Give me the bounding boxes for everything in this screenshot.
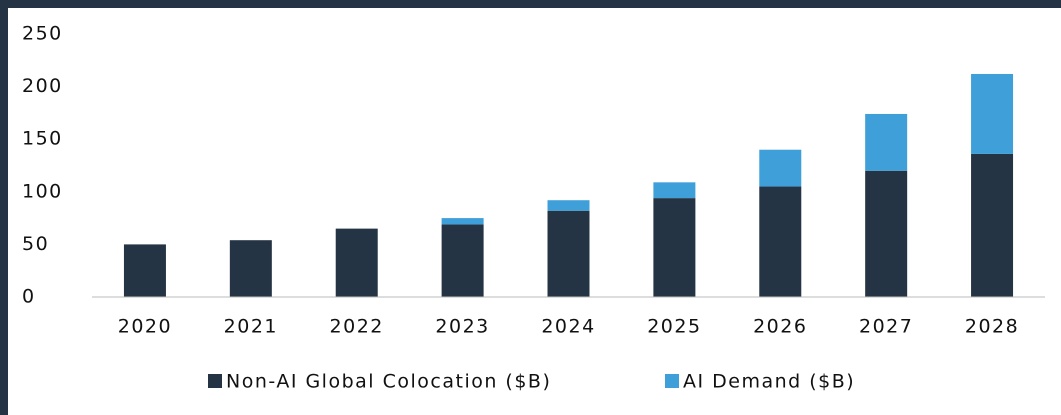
x-tick-label: 2023 [435, 316, 489, 338]
legend-label: AI Demand ($B) [683, 371, 855, 393]
x-tick-label: 2025 [647, 316, 701, 338]
bar-segment [441, 224, 484, 297]
bar-segment [971, 73, 1014, 154]
bar-segment [335, 228, 378, 297]
bar-segment [865, 170, 908, 297]
y-tick-label: 0 [22, 286, 36, 308]
x-tick-label: 2028 [965, 316, 1019, 338]
x-tick-label: 2020 [118, 316, 172, 338]
y-tick-label: 50 [22, 233, 49, 255]
x-tick-label: 2022 [330, 316, 384, 338]
bar-segment [653, 182, 696, 199]
legend-swatch [665, 374, 679, 388]
legend-swatch [208, 374, 222, 388]
bar-segment [653, 198, 696, 297]
bar-segment [441, 218, 484, 225]
legend-label: Non-AI Global Colocation ($B) [226, 371, 551, 393]
y-tick-label: 200 [22, 75, 63, 97]
x-tick-label: 2026 [753, 316, 807, 338]
bar-segment [971, 153, 1014, 297]
bar-segment [759, 186, 802, 297]
bar-segment [123, 244, 166, 297]
bar-segment [547, 200, 590, 211]
bar-segment [229, 240, 272, 297]
x-tick-label: 2027 [859, 316, 913, 338]
y-tick-label: 250 [22, 23, 63, 45]
bar-segment [759, 149, 802, 187]
bar-segment [865, 113, 908, 171]
bar-segment [547, 210, 590, 297]
y-tick-label: 100 [22, 180, 63, 202]
x-tick-label: 2024 [541, 316, 595, 338]
x-tick-label: 2021 [224, 316, 278, 338]
y-tick-label: 150 [22, 128, 63, 150]
